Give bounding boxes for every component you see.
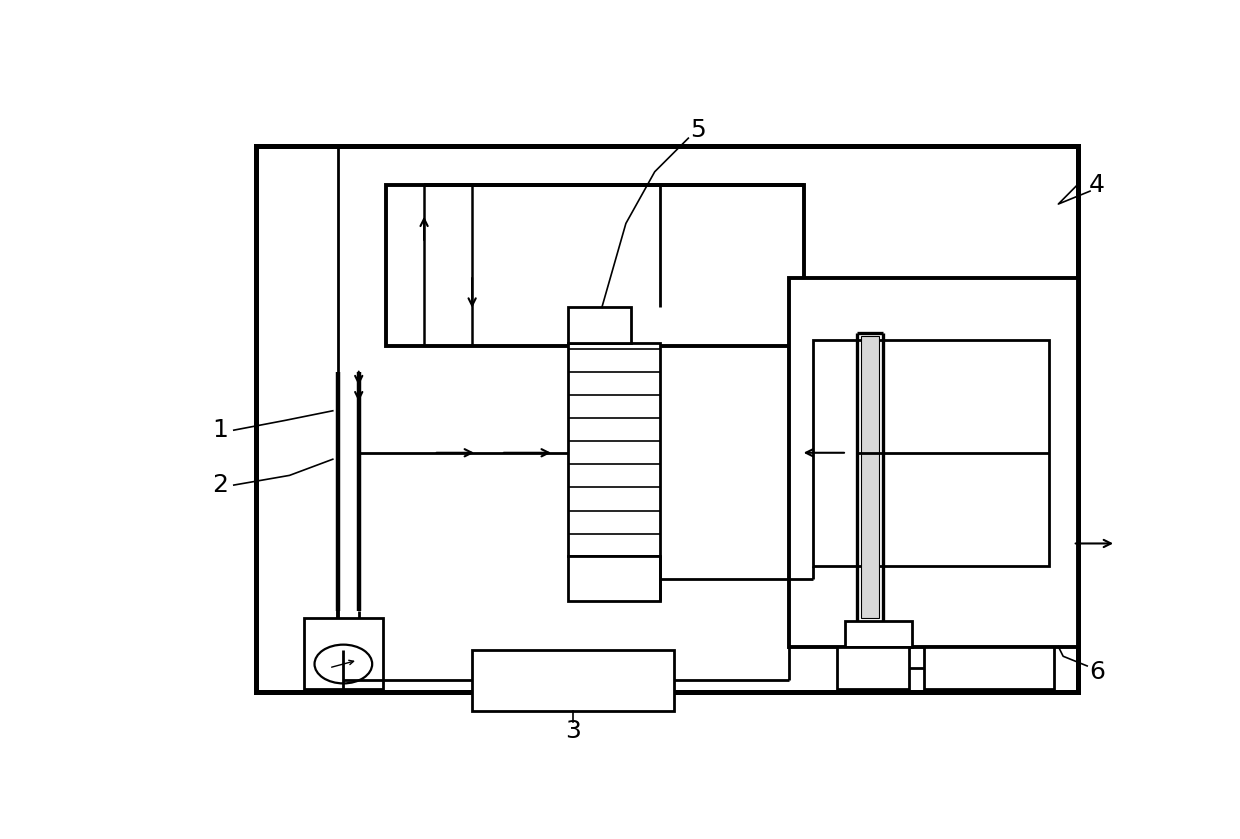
Text: 6: 6 xyxy=(1089,660,1105,685)
Bar xyxy=(813,340,1049,565)
Text: 5: 5 xyxy=(691,117,706,142)
Text: 1: 1 xyxy=(212,418,228,442)
Text: 2: 2 xyxy=(212,473,228,497)
Text: 4: 4 xyxy=(1089,173,1105,196)
Bar xyxy=(255,146,1078,692)
Bar xyxy=(789,279,1078,647)
Bar xyxy=(568,556,660,602)
Bar xyxy=(472,649,675,711)
Text: 3: 3 xyxy=(565,718,582,743)
Bar xyxy=(862,336,879,618)
Bar xyxy=(386,185,804,347)
Bar xyxy=(568,307,631,343)
Bar xyxy=(304,618,383,689)
Bar xyxy=(924,647,1054,689)
Bar xyxy=(844,621,913,647)
Bar xyxy=(568,343,660,556)
Bar xyxy=(837,647,909,689)
